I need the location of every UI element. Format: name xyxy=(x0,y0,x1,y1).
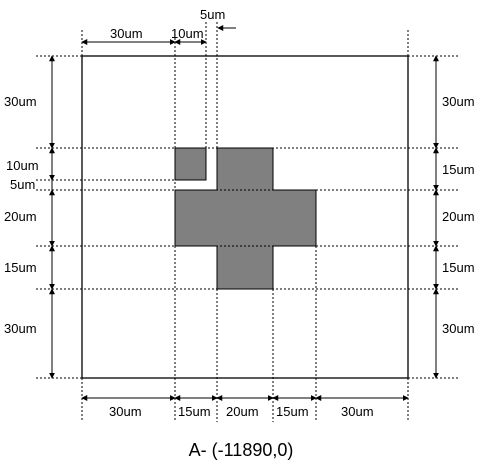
bottom-dim-label: 15um xyxy=(276,404,309,419)
bottom-dim-label: 30um xyxy=(109,404,142,419)
top-dim-label: 10um xyxy=(171,26,204,41)
right-dim-label: 15um xyxy=(442,162,475,177)
left-dim-label: 30um xyxy=(4,321,37,336)
vertical-extension-lines xyxy=(81,22,409,422)
left-dim-label: 15um xyxy=(4,260,37,275)
bottom-dim-label: 15um xyxy=(178,404,211,419)
small-square xyxy=(174,147,207,181)
left-dim-label: 5um xyxy=(10,177,35,192)
bottom-dim-label: 20um xyxy=(226,404,259,419)
right-dim-label: 20um xyxy=(442,209,475,224)
top-dim-label: 5um xyxy=(200,7,225,22)
right-dim-label: 15um xyxy=(442,260,475,275)
left-dim-label: 10um xyxy=(6,158,39,173)
bottom-dim-label: 30um xyxy=(341,404,374,419)
right-dim-label: 30um xyxy=(442,321,475,336)
right-dim-label: 30um xyxy=(442,94,475,109)
left-dim-label: 20um xyxy=(4,209,37,224)
top-dimension-lines xyxy=(81,25,236,45)
figure-caption: A- (-11890,0) xyxy=(189,440,294,460)
top-dim-label: 30um xyxy=(110,26,143,41)
left-dim-label: 30um xyxy=(4,94,37,109)
horizontal-extension-lines xyxy=(36,55,458,379)
